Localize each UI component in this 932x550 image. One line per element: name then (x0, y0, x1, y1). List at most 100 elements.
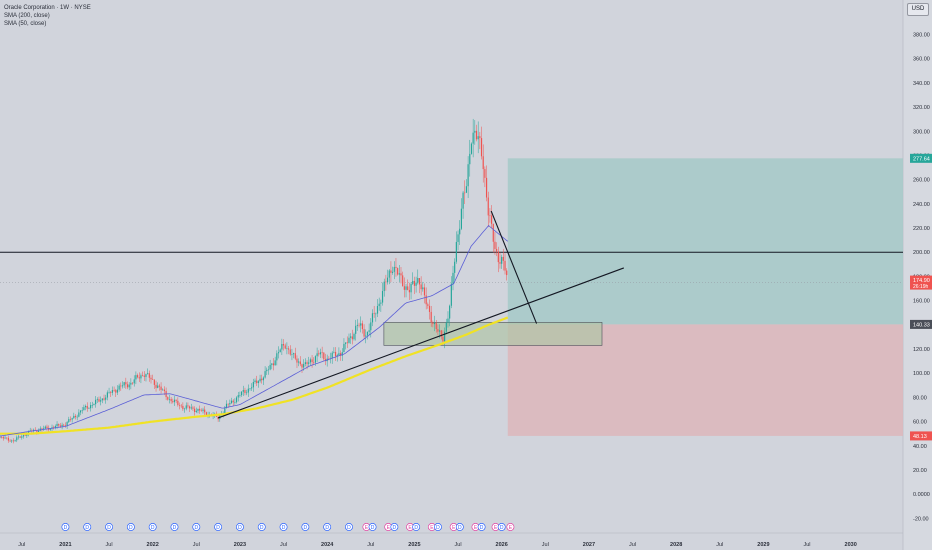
legend-sma200[interactable]: SMA (200, close) (4, 13, 50, 19)
candle (423, 287, 426, 296)
candle (418, 278, 421, 285)
candle (311, 359, 313, 363)
legend-symbol[interactable]: Oracle Corporation · 1W · NYSE (4, 5, 91, 11)
event-marker-label: D (282, 525, 286, 531)
candle (299, 361, 301, 365)
event-marker-label: E (387, 525, 391, 531)
candle (130, 382, 132, 385)
candle (390, 270, 392, 273)
candle (224, 408, 226, 414)
candle (412, 280, 414, 284)
candle (123, 382, 125, 386)
price-label-bg (910, 319, 932, 329)
candle (91, 405, 93, 406)
candle (90, 405, 92, 409)
event-marker-label: D (304, 525, 308, 531)
candle (351, 336, 353, 340)
candle (398, 273, 400, 275)
last-price-bg (910, 275, 932, 290)
x-tick-label: 2021 (59, 542, 71, 548)
candle (6, 437, 8, 439)
candle (269, 364, 271, 370)
candle (277, 352, 280, 354)
candle (136, 375, 139, 378)
candle (467, 164, 469, 187)
candle (105, 397, 107, 400)
price-label-bg (910, 153, 932, 163)
event-marker (126, 523, 135, 531)
candle (54, 426, 56, 428)
candle (477, 136, 479, 140)
candle (9, 440, 11, 442)
candle (49, 428, 51, 430)
candle (12, 440, 15, 442)
x-tick-label: Jul (367, 542, 374, 548)
event-marker (368, 523, 377, 531)
legend-sma50[interactable]: SMA (50, close) (4, 21, 47, 27)
candle (366, 331, 369, 336)
candle (492, 223, 494, 242)
candle (407, 286, 409, 290)
candle (489, 215, 491, 217)
candle (53, 427, 55, 428)
candle (287, 348, 290, 350)
candle (170, 398, 172, 402)
candle (202, 409, 204, 411)
candle (291, 354, 293, 355)
candle (128, 384, 130, 388)
candle (378, 303, 380, 307)
candle (227, 403, 229, 405)
candle (417, 278, 419, 283)
y-tick-label: 240.00 (913, 202, 930, 208)
y-tick-label: 360.00 (913, 57, 930, 63)
candle (350, 336, 352, 338)
candle (501, 256, 503, 264)
candle (358, 324, 360, 326)
event-marker (301, 523, 310, 531)
candle (402, 275, 404, 287)
event-marker (323, 523, 332, 531)
price-label: 48.13 (913, 434, 927, 440)
candle (314, 356, 317, 363)
candle (152, 379, 154, 380)
candle (81, 410, 83, 411)
y-tick-label: 260.00 (913, 178, 930, 184)
candle (0, 437, 1, 438)
candle (353, 333, 355, 340)
event-marker-label: D (371, 525, 375, 531)
candle (464, 192, 466, 194)
event-marker-label: D (458, 525, 462, 531)
candle (95, 399, 97, 405)
candle (17, 436, 20, 438)
candle (182, 405, 184, 410)
candle (360, 323, 362, 326)
candle (133, 379, 135, 384)
candle (73, 415, 75, 419)
event-marker-label: D (393, 525, 397, 531)
candle (27, 430, 30, 435)
candle (286, 348, 288, 350)
candle (338, 353, 340, 356)
legend: Oracle Corporation · 1W · NYSE SMA (200,… (4, 4, 91, 28)
candle (4, 437, 6, 439)
event-marker-label: D (414, 525, 418, 531)
candle (167, 397, 169, 400)
event-marker (105, 523, 114, 531)
candle (405, 286, 407, 290)
candle (432, 322, 434, 325)
candle (296, 358, 298, 363)
candle (494, 241, 496, 249)
x-tick-label: Jul (193, 542, 200, 548)
event-marker (61, 523, 70, 531)
candle (313, 362, 315, 363)
candle (153, 379, 155, 385)
candle (294, 353, 296, 359)
event-marker (83, 523, 92, 531)
y-tick-label: 100.00 (913, 371, 930, 377)
price-axis (903, 0, 932, 550)
candle (449, 305, 451, 319)
currency-button[interactable]: USD (907, 3, 929, 16)
candle (68, 419, 70, 423)
candle (175, 399, 177, 401)
